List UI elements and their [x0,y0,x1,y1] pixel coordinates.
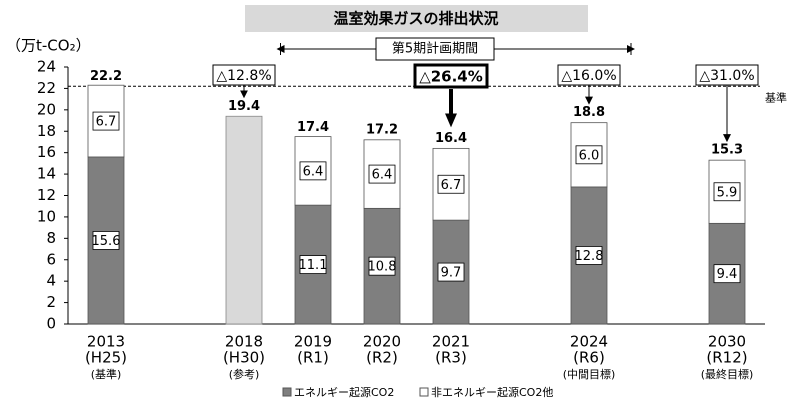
y-tick-label: 24 [37,58,56,76]
x-sublabel: (R12) [706,349,747,367]
annotation: △16.0% [561,68,616,84]
y-tick-label: 4 [46,272,56,290]
x-note: (参考) [229,367,260,381]
value-label-box [575,145,603,165]
x-sublabel: (R2) [366,349,398,367]
x-note: (中間目標) [563,367,616,381]
total-label: 17.4 [297,120,329,135]
value-label-box [299,255,327,274]
x-tick-label: 2018 [225,333,263,351]
y-tick-label: 14 [37,165,56,183]
value-label-box [575,246,603,265]
value-label: 6.7 [96,115,117,130]
period-label: 第5期計画期間 [392,41,478,57]
period-box [375,37,495,61]
value-label-box [713,264,741,284]
value-label-box [368,164,396,184]
value-label: 15.6 [92,234,121,249]
y-tick-label: 18 [37,122,56,140]
x-tick-label: 2019 [294,333,332,351]
value-label-box [437,262,465,282]
value-label: 6.4 [303,164,324,179]
x-tick-label: 2021 [432,333,470,351]
baseline-label: 基準 [765,90,787,104]
value-label: 6.0 [579,148,600,163]
x-sublabel: (R6) [573,349,605,367]
value-label: 6.4 [372,168,393,183]
value-label-box [92,111,120,131]
x-sublabel: (H25) [85,349,127,367]
x-tick-label: 2030 [708,333,746,351]
x-tick-label: 2020 [363,333,401,351]
x-note: (基準) [91,367,122,381]
y-tick-label: 12 [37,186,56,204]
value-label: 5.9 [717,185,738,200]
legend-swatch [419,387,429,397]
x-sublabel: (H30) [223,349,265,367]
value-label-box [368,256,396,276]
y-tick-label: 6 [46,250,56,268]
y-tick-label: 20 [37,100,56,118]
value-label: 9.7 [441,266,462,281]
reference-bar [225,115,263,325]
value-label: 11.1 [299,258,328,273]
total-label: 19.4 [228,99,260,114]
value-label-box [713,182,741,202]
x-sublabel: (R3) [435,349,467,367]
y-tick-label: 8 [46,229,56,247]
y-tick-label: 10 [37,207,56,225]
chart-title: 温室効果ガスの排出状況 [333,10,498,28]
annotation-box [413,63,489,89]
x-tick-label: 2013 [87,333,125,351]
x-note: (最終目標) [701,367,754,381]
annotation: △31.0% [699,68,754,84]
legend-label: エネルギー起源CO2 [294,385,394,399]
value-label: 9.4 [717,267,738,282]
total-label: 22.2 [90,69,122,84]
legend-swatch [282,387,292,397]
value-label: 10.8 [368,260,397,275]
total-label: 16.4 [435,131,467,146]
total-label: 15.3 [711,143,743,158]
value-label-box [437,174,465,194]
y-axis-label: （万t-CO₂） [6,37,91,55]
title-box [245,5,588,32]
y-tick-label: 0 [46,315,56,333]
value-label-box [92,231,120,250]
total-label: 18.8 [573,105,605,120]
total-label: 17.2 [366,122,398,137]
y-tick-label: 22 [37,79,56,97]
value-label: 12.8 [575,249,604,264]
annotation: △26.4% [419,68,483,86]
annotation: △12.8% [216,68,271,84]
x-sublabel: (R1) [297,349,329,367]
y-tick-label: 16 [37,143,56,161]
value-label-box [299,161,327,181]
y-tick-label: 2 [46,293,56,311]
value-label: 6.7 [441,178,462,193]
legend-label: 非エネルギー起源CO2他 [431,385,553,399]
x-tick-label: 2024 [570,333,608,351]
